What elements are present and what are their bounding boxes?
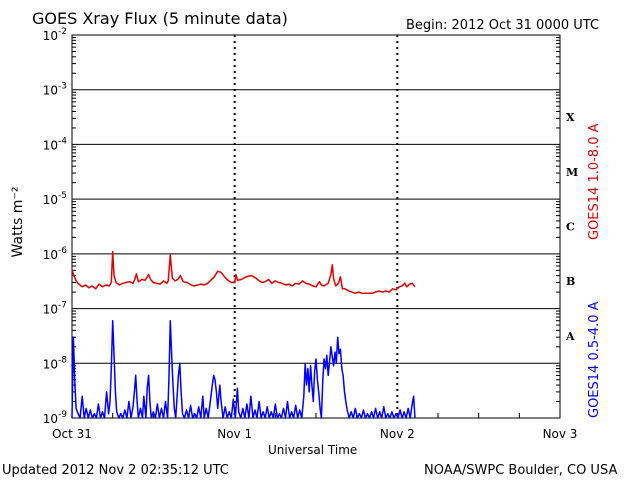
y-tick-label: 10-8 [43,355,68,371]
flare-class-label: B [566,275,575,288]
series-line-long-channel [71,250,416,295]
flare-class-label: M [566,166,578,179]
x-tick-label: Nov 3 [543,427,578,441]
grid-layer [71,34,561,419]
x-tick-label: Nov 2 [380,427,415,441]
y-tick-label: 10-9 [43,410,68,426]
flare-class-label: X [566,111,575,124]
x-axis-title: Universal Time [268,443,357,457]
y-tick-label: 10-3 [43,82,67,98]
chart-title: GOES Xray Flux (5 minute data) [32,9,288,28]
flare-class-label: A [565,330,575,343]
y-tick-label: 10-6 [43,246,68,262]
credit-label: NOAA/SWPC Boulder, CO USA [424,463,617,478]
y-axis-title: Watts m⁻² [10,187,26,258]
y-tick-label: 10-5 [43,191,67,207]
legend-long-channel: GOES14 1.0-8.0 A [587,123,602,240]
begin-label: Begin: 2012 Oct 31 0000 UTC [406,18,599,33]
y-tick-label: 10-7 [43,301,67,317]
y-tick-label: 10-2 [43,27,67,43]
series-line-short-channel [71,319,416,419]
updated-timestamp: Updated 2012 Nov 2 02:35:12 UTC [2,463,229,478]
axis-label-layer: Oct 31 Nov 1 Nov 2 Nov 3 10-2 10-3 10-4 10-5 10-… [43,27,578,441]
x-tick-label: Oct 31 [52,427,92,441]
x-tick-label: Nov 1 [217,427,252,441]
y-tick-label: 10-4 [43,136,68,152]
flare-class-label: C [566,221,575,234]
legend-short-channel: GOES14 0.5-4.0 A [587,301,602,418]
series-layer [71,250,416,419]
